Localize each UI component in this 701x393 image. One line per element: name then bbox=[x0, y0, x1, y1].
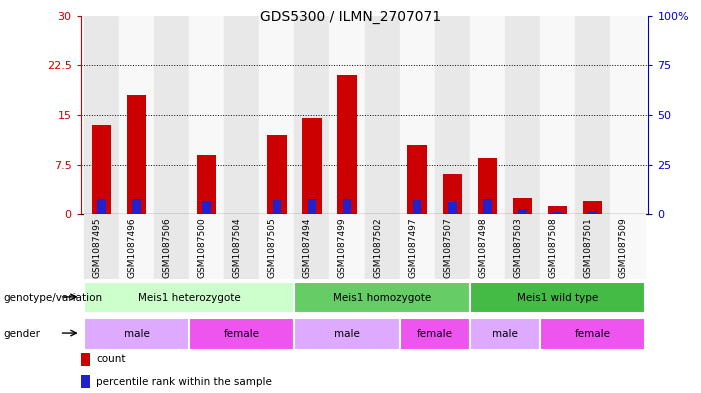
Text: GSM1087506: GSM1087506 bbox=[163, 217, 172, 278]
Bar bbox=[435, 16, 470, 214]
Text: male: male bbox=[334, 329, 360, 339]
Bar bbox=[583, 201, 602, 214]
Text: female: female bbox=[574, 329, 611, 339]
Text: GSM1087507: GSM1087507 bbox=[443, 217, 452, 278]
Bar bbox=[189, 318, 294, 350]
Text: GSM1087503: GSM1087503 bbox=[513, 217, 522, 278]
Bar bbox=[329, 214, 365, 279]
Text: GSM1087504: GSM1087504 bbox=[233, 217, 242, 278]
Bar bbox=[407, 145, 427, 214]
Bar bbox=[400, 214, 435, 279]
Bar bbox=[81, 375, 90, 388]
Text: GSM1087509: GSM1087509 bbox=[618, 217, 627, 278]
Bar bbox=[92, 125, 111, 214]
Bar bbox=[365, 214, 400, 279]
Text: genotype/variation: genotype/variation bbox=[4, 293, 102, 303]
Text: male: male bbox=[124, 329, 149, 339]
Bar bbox=[575, 16, 610, 214]
Bar bbox=[259, 16, 294, 214]
Text: gender: gender bbox=[4, 329, 41, 339]
Bar bbox=[294, 214, 329, 279]
Bar bbox=[267, 135, 287, 214]
Bar bbox=[435, 214, 470, 279]
Bar bbox=[294, 16, 329, 214]
Bar bbox=[413, 200, 421, 214]
Bar bbox=[84, 318, 189, 350]
Bar bbox=[540, 214, 575, 279]
Bar bbox=[505, 214, 540, 279]
Bar bbox=[547, 206, 567, 214]
Bar bbox=[588, 211, 597, 214]
Text: GSM1087502: GSM1087502 bbox=[373, 217, 382, 278]
Bar bbox=[400, 16, 435, 214]
Bar bbox=[97, 199, 106, 214]
Bar bbox=[84, 16, 119, 214]
Text: GSM1087494: GSM1087494 bbox=[303, 217, 312, 278]
Bar bbox=[343, 199, 351, 214]
Text: Meis1 wild type: Meis1 wild type bbox=[517, 293, 598, 303]
Bar bbox=[203, 201, 211, 214]
Bar bbox=[610, 214, 645, 279]
Text: percentile rank within the sample: percentile rank within the sample bbox=[96, 376, 272, 387]
Text: GSM1087495: GSM1087495 bbox=[93, 217, 102, 278]
Bar bbox=[259, 214, 294, 279]
Text: count: count bbox=[96, 354, 125, 364]
Text: GSM1087499: GSM1087499 bbox=[338, 217, 347, 278]
Bar bbox=[154, 214, 189, 279]
Bar bbox=[119, 214, 154, 279]
Bar bbox=[127, 95, 147, 214]
Bar bbox=[610, 16, 645, 214]
Bar bbox=[119, 16, 154, 214]
Bar bbox=[448, 202, 456, 214]
Bar bbox=[470, 16, 505, 214]
Text: female: female bbox=[416, 329, 453, 339]
Bar bbox=[470, 214, 505, 279]
Bar bbox=[400, 318, 470, 350]
Bar bbox=[540, 16, 575, 214]
Bar bbox=[84, 214, 119, 279]
Bar bbox=[81, 353, 90, 365]
Text: GSM1087508: GSM1087508 bbox=[548, 217, 557, 278]
Text: GSM1087496: GSM1087496 bbox=[128, 217, 137, 278]
Text: GSM1087498: GSM1087498 bbox=[478, 217, 487, 278]
Bar bbox=[553, 212, 562, 214]
Bar bbox=[273, 200, 281, 214]
Text: GSM1087501: GSM1087501 bbox=[583, 217, 592, 278]
Bar bbox=[189, 214, 224, 279]
Bar bbox=[84, 282, 294, 314]
Bar bbox=[540, 318, 645, 350]
Bar bbox=[512, 198, 532, 214]
Bar bbox=[294, 318, 400, 350]
Bar bbox=[294, 282, 470, 314]
Bar bbox=[197, 155, 217, 214]
Bar bbox=[483, 199, 491, 214]
Bar bbox=[224, 214, 259, 279]
Bar bbox=[575, 214, 610, 279]
Text: GSM1087497: GSM1087497 bbox=[408, 217, 417, 278]
Bar bbox=[470, 318, 540, 350]
Bar bbox=[337, 75, 357, 214]
Bar bbox=[302, 118, 322, 214]
Text: male: male bbox=[492, 329, 517, 339]
Bar bbox=[365, 16, 400, 214]
Text: Meis1 homozygote: Meis1 homozygote bbox=[333, 293, 431, 303]
Text: GDS5300 / ILMN_2707071: GDS5300 / ILMN_2707071 bbox=[260, 10, 441, 24]
Bar bbox=[224, 16, 259, 214]
Bar bbox=[470, 282, 645, 314]
Bar bbox=[505, 16, 540, 214]
Bar bbox=[308, 199, 316, 214]
Text: female: female bbox=[224, 329, 260, 339]
Bar bbox=[518, 209, 526, 214]
Bar bbox=[477, 158, 497, 214]
Bar bbox=[329, 16, 365, 214]
Text: Meis1 heterozygote: Meis1 heterozygote bbox=[138, 293, 240, 303]
Bar bbox=[189, 16, 224, 214]
Bar bbox=[442, 174, 462, 214]
Bar bbox=[154, 16, 189, 214]
Text: GSM1087505: GSM1087505 bbox=[268, 217, 277, 278]
Bar bbox=[132, 199, 141, 214]
Text: GSM1087500: GSM1087500 bbox=[198, 217, 207, 278]
